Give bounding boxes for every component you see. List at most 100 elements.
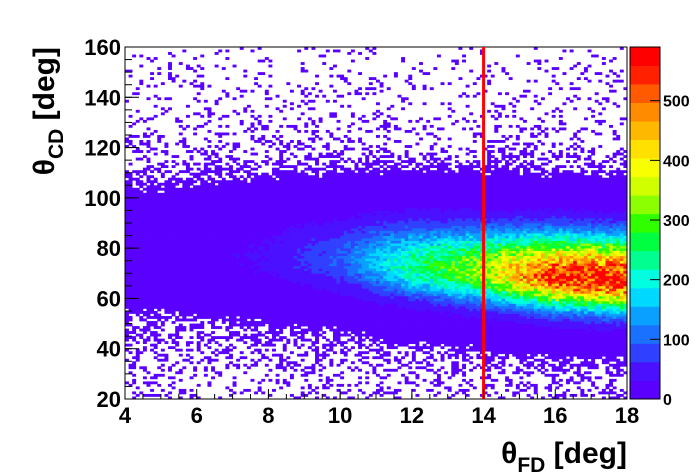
heatmap-cell — [329, 215, 334, 219]
heatmap-cell — [329, 290, 334, 294]
heatmap-cell — [254, 260, 259, 264]
heatmap-cell — [196, 225, 201, 229]
heatmap-cell — [142, 290, 147, 294]
heatmap-cell — [300, 293, 305, 297]
heatmap-cell — [264, 331, 269, 334]
heatmap-cell — [343, 331, 348, 334]
heatmap-cell — [282, 255, 287, 259]
heatmap-cell — [350, 182, 355, 186]
heatmap-cell — [354, 217, 359, 221]
heatmap-cell — [329, 180, 334, 184]
heatmap-cell — [232, 235, 237, 239]
heatmap-cell — [150, 270, 155, 274]
heatmap-cell — [329, 358, 334, 362]
heatmap-cell — [254, 303, 259, 307]
heatmap-cell — [268, 207, 273, 211]
heatmap-cell — [257, 250, 262, 254]
heatmap-cell — [200, 192, 205, 196]
heatmap-cell — [225, 114, 230, 118]
heatmap-cell — [272, 283, 276, 287]
heatmap-cell — [286, 263, 291, 267]
heatmap-cell — [185, 182, 190, 186]
heatmap-cell — [160, 212, 165, 216]
heatmap-cell — [354, 185, 359, 189]
heatmap-cell — [135, 313, 140, 317]
heatmap-cell — [272, 235, 276, 239]
heatmap-cell — [182, 187, 187, 191]
heatmap-cell — [125, 190, 129, 194]
heatmap-cell — [211, 303, 215, 307]
heatmap-cell — [168, 223, 172, 226]
heatmap-cell — [282, 273, 287, 277]
heatmap-cell — [139, 238, 144, 241]
heatmap-cell — [139, 210, 144, 214]
heatmap-cell — [221, 280, 226, 284]
heatmap-cell — [200, 152, 205, 156]
heatmap-cell — [275, 235, 280, 239]
heatmap-cell — [203, 265, 208, 269]
heatmap-cell — [218, 295, 223, 299]
heatmap-cell — [196, 263, 201, 267]
heatmap-cell — [243, 356, 248, 360]
heatmap-cell — [236, 285, 241, 289]
heatmap-cell — [139, 270, 144, 274]
heatmap-cell — [315, 308, 319, 312]
heatmap-cell — [304, 157, 309, 161]
heatmap-cell — [329, 311, 334, 314]
heatmap-cell — [207, 358, 212, 362]
heatmap-cell — [286, 200, 291, 204]
heatmap-cell — [261, 290, 266, 294]
heatmap-cell — [228, 233, 233, 236]
heatmap-cell — [268, 270, 273, 274]
heatmap-cell — [139, 328, 144, 332]
heatmap-cell — [289, 376, 294, 380]
heatmap-cell — [142, 326, 147, 329]
heatmap-cell — [246, 165, 251, 169]
heatmap-cell — [142, 273, 147, 277]
heatmap-cell — [203, 150, 208, 153]
heatmap-cell — [275, 192, 280, 196]
heatmap-cell — [175, 225, 180, 229]
heatmap-cell — [293, 303, 298, 307]
heatmap-cell — [254, 255, 259, 259]
heatmap-cell — [293, 318, 298, 322]
heatmap-cell — [257, 205, 262, 209]
heatmap-cell — [268, 358, 273, 362]
heatmap-cell — [282, 295, 287, 299]
heatmap-cell — [189, 215, 194, 219]
heatmap-cell — [243, 283, 248, 287]
heatmap-cell — [232, 391, 237, 395]
heatmap-cell — [272, 248, 276, 251]
heatmap-cell — [171, 215, 176, 219]
heatmap-cell — [297, 321, 302, 324]
heatmap-cell — [193, 300, 198, 304]
heatmap-cell — [153, 343, 158, 347]
heatmap-cell — [228, 228, 233, 231]
heatmap-cell — [200, 54, 205, 58]
heatmap-cell — [275, 245, 280, 249]
heatmap-cell — [264, 150, 269, 153]
heatmap-cell — [171, 250, 176, 254]
heatmap-cell — [257, 316, 262, 319]
heatmap-cell — [332, 182, 337, 186]
heatmap-cell — [322, 321, 327, 324]
heatmap-cell — [189, 233, 194, 236]
heatmap-cell — [272, 180, 276, 184]
heatmap-cell — [178, 308, 183, 312]
heatmap-cell — [168, 303, 172, 307]
heatmap-cell — [311, 293, 316, 297]
heatmap-cell — [228, 220, 233, 224]
heatmap-cell — [182, 240, 187, 244]
heatmap-cell — [150, 265, 155, 269]
heatmap-cell — [218, 190, 223, 194]
heatmap-cell — [153, 210, 158, 214]
heatmap-cell — [175, 230, 180, 234]
heatmap-cell — [225, 363, 230, 367]
heatmap-cell — [318, 192, 323, 196]
heatmap-cell — [268, 263, 273, 267]
heatmap-cell — [275, 230, 280, 234]
heatmap-cell — [153, 104, 158, 108]
heatmap-cell — [289, 311, 294, 314]
heatmap-cell — [236, 112, 241, 116]
heatmap-cell — [196, 258, 201, 262]
